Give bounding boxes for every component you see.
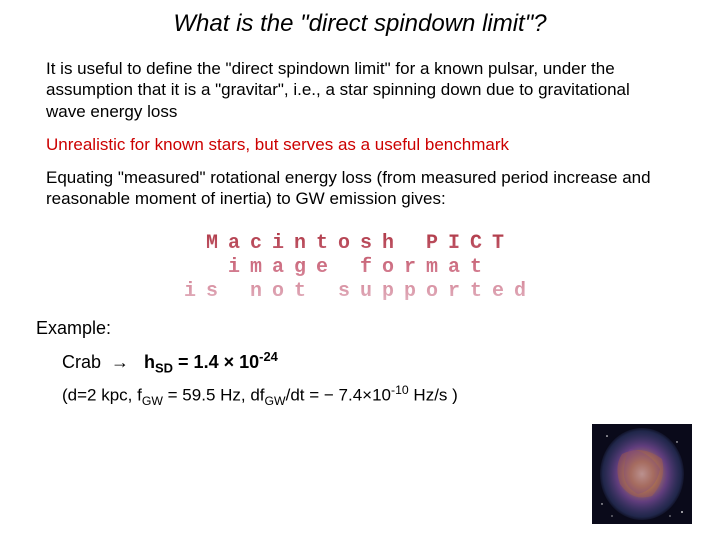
- crab-exponent: -24: [259, 349, 278, 364]
- crab-name: Crab: [62, 352, 101, 372]
- detail-close: Hz/s ): [409, 386, 458, 405]
- pict-line-2: image format: [228, 256, 492, 279]
- detail-exp: -10: [391, 383, 409, 397]
- intro-paragraph: It is useful to define the "direct spind…: [0, 52, 720, 128]
- detail-sub-1: GW: [142, 394, 163, 408]
- detail-mid-1: = 59.5 Hz, df: [163, 386, 265, 405]
- detail-open: (d=2 kpc, f: [62, 386, 142, 405]
- equating-paragraph: Equating "measured" rotational energy lo…: [0, 161, 720, 216]
- slide-title: What is the "direct spindown limit"?: [0, 0, 720, 52]
- pict-line-1: Macintosh PICT: [206, 232, 514, 255]
- pict-line-3: is not supported: [184, 280, 536, 303]
- h-subscript: SD: [155, 360, 173, 375]
- unrealistic-note: Unrealistic for known stars, but serves …: [0, 128, 720, 161]
- pict-placeholder: Macintosh PICT image format is not suppo…: [0, 216, 720, 312]
- h-symbol: h: [144, 352, 155, 372]
- detail-sub-2: GW: [265, 394, 286, 408]
- detail-mid-2: /dt = − 7.4×10: [286, 386, 391, 405]
- arrow: →: [111, 352, 129, 372]
- example-label: Example:: [0, 312, 720, 345]
- crab-value: = 1.4 × 10: [173, 352, 259, 372]
- crab-result-line: Crab → hSD = 1.4 × 10-24: [0, 345, 720, 380]
- pict-text: Macintosh PICT image format is not suppo…: [184, 232, 536, 304]
- crab-detail-line: (d=2 kpc, fGW = 59.5 Hz, dfGW/dt = − 7.4…: [0, 379, 720, 412]
- crab-nebula-image: [592, 424, 692, 524]
